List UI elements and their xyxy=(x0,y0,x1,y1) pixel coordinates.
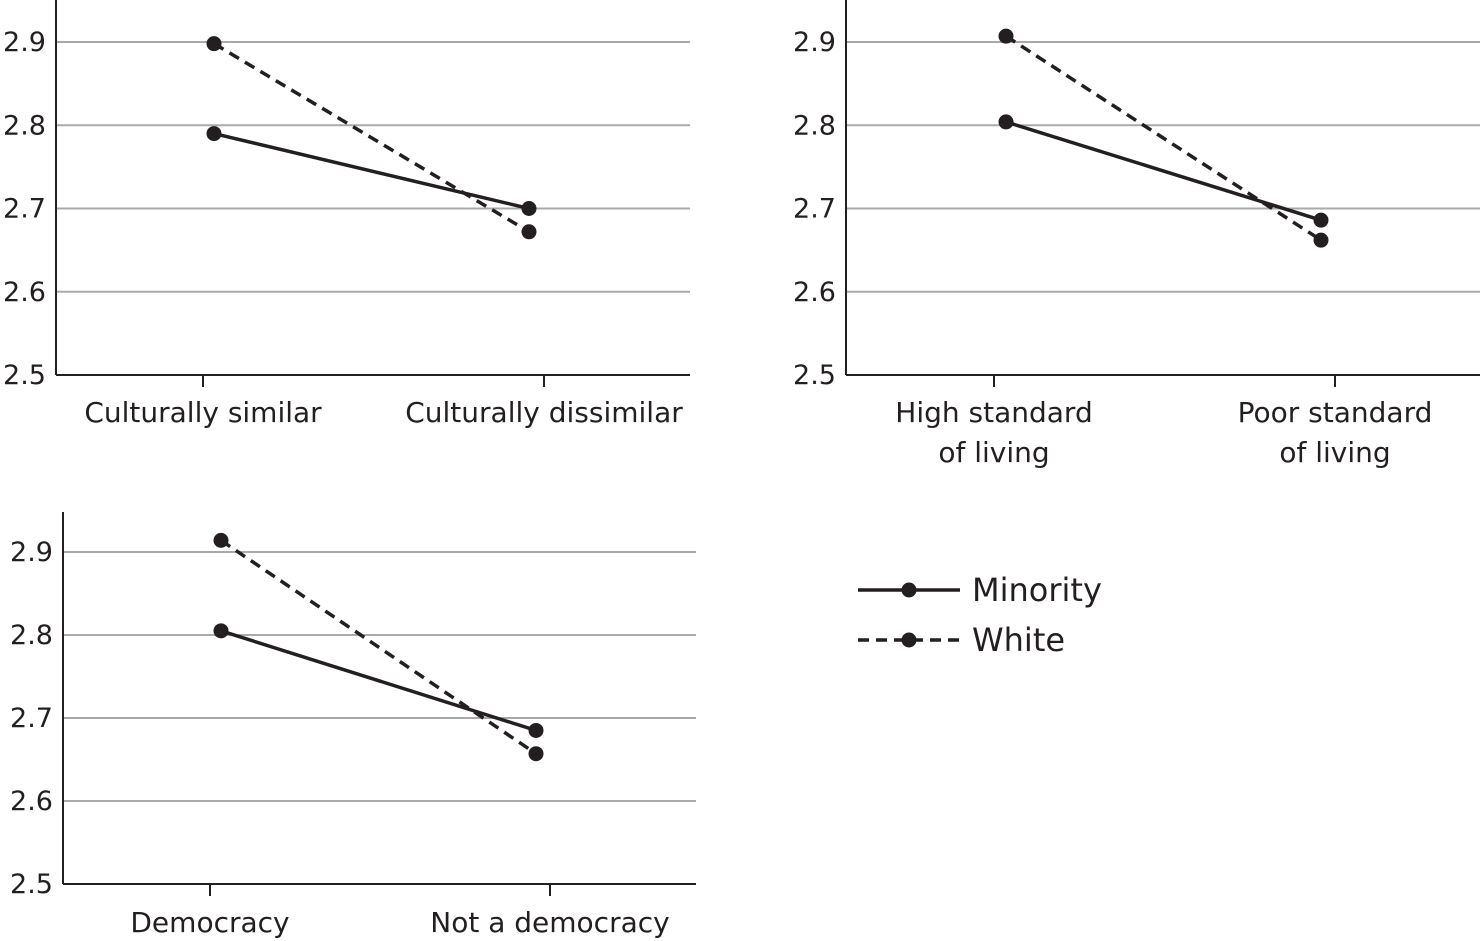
panel-standard-of-living: 2.5 2.6 2.7 2.8 2.9 High standard of living Poo… xyxy=(793,0,1480,469)
series-line-white xyxy=(1005,34,1322,242)
y-tick-label: 2.6 xyxy=(10,786,53,817)
x-tick-label: Democracy xyxy=(130,906,289,939)
data-point-white xyxy=(521,224,537,240)
data-point-white xyxy=(998,28,1014,44)
legend-marker-white xyxy=(901,632,917,648)
series-line-minority xyxy=(1005,120,1322,222)
y-tick-label: 2.5 xyxy=(793,360,836,391)
y-tick-label: 2.7 xyxy=(793,194,836,225)
series-line-minority xyxy=(220,629,537,733)
data-point-minority xyxy=(998,114,1014,130)
y-tick-label: 2.9 xyxy=(793,27,836,58)
data-point-minority xyxy=(1313,212,1329,228)
data-point-white xyxy=(528,746,544,762)
data-point-minority xyxy=(206,126,222,142)
panel-democracy: 2.5 2.6 2.7 2.8 2.9 Democracy Not a democracy xyxy=(10,512,696,939)
data-point-white xyxy=(1313,232,1329,248)
y-tick-label: 2.6 xyxy=(793,277,836,308)
y-tick-label: 2.9 xyxy=(10,537,53,568)
data-point-minority xyxy=(521,201,537,216)
data-point-white xyxy=(206,36,222,52)
legend-label-white: White xyxy=(972,621,1065,659)
y-tick-label: 2.7 xyxy=(10,703,53,734)
y-tick-label: 2.5 xyxy=(3,360,46,391)
y-tick-label: 2.8 xyxy=(793,110,836,141)
y-tick-label: 2.7 xyxy=(3,194,46,225)
legend-marker-minority xyxy=(901,582,917,598)
y-tick-label: 2.5 xyxy=(10,869,53,900)
y-tick-label: 2.8 xyxy=(3,110,46,141)
data-point-white xyxy=(213,532,229,548)
x-tick-label: Not a democracy xyxy=(430,906,669,939)
legend-label-minority: Minority xyxy=(972,571,1102,609)
x-tick-label: of living xyxy=(1279,436,1390,469)
series-line-white xyxy=(213,42,530,234)
data-point-minority xyxy=(213,623,229,639)
series-line-white xyxy=(220,538,537,756)
x-tick-label: Culturally dissimilar xyxy=(405,396,683,429)
x-tick-label: of living xyxy=(938,436,1049,469)
panel-cultural-similarity: 2.5 2.6 2.7 2.8 2.9 Culturally similar Cultura… xyxy=(3,0,690,429)
legend: Minority White xyxy=(858,571,1102,659)
y-tick-label: 2.9 xyxy=(3,27,46,58)
y-tick-label: 2.8 xyxy=(10,620,53,651)
x-tick-label: High standard xyxy=(895,396,1092,429)
x-tick-label: Poor standard xyxy=(1238,396,1433,429)
x-tick-label: Culturally similar xyxy=(84,396,322,429)
y-tick-label: 2.6 xyxy=(3,277,46,308)
data-point-minority xyxy=(528,722,544,738)
series-line-minority xyxy=(213,131,530,211)
